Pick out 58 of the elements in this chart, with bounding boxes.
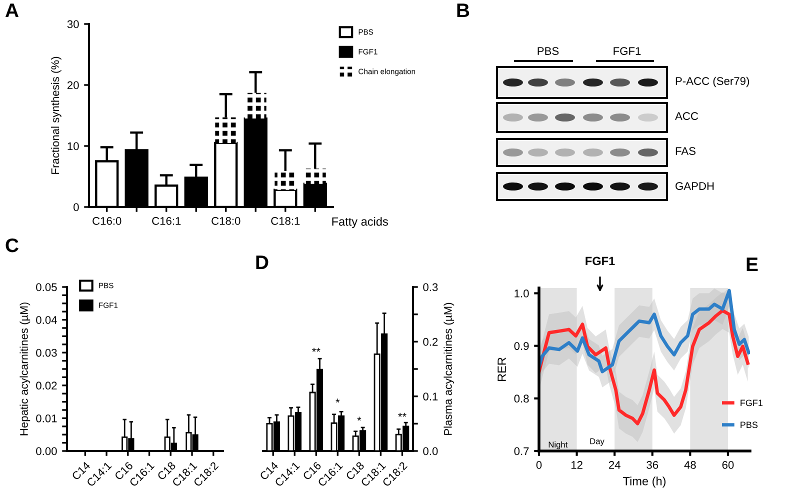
x-tick-label: 0 — [536, 461, 542, 469]
bar — [274, 171, 296, 190]
band-label: Night — [548, 441, 568, 450]
x-tick-label: 60 — [722, 461, 734, 469]
chart-title: D — [256, 256, 268, 270]
y2-tick-label: 0.2 — [423, 338, 438, 346]
y-tick-label: 0.9 — [514, 342, 529, 350]
y2-tick-label: 0.3 — [423, 283, 438, 292]
text: GAPDH — [676, 182, 714, 190]
annotation: * — [357, 416, 362, 421]
y-tick-label: 10 — [68, 142, 79, 150]
chart-title: E — [746, 258, 758, 272]
y-tick-label: 0.7 — [514, 447, 529, 456]
bar — [304, 168, 326, 184]
x-tick-label: C18:0 — [212, 217, 240, 225]
y-tick-label: 30 — [67, 20, 79, 28]
y-tick-label: 0 — [74, 203, 79, 212]
y-tick-label: 0.04 — [36, 316, 57, 324]
y-axis-title: Fractional synthesis (%) — [51, 56, 62, 174]
annotation: Day — [590, 438, 604, 446]
x-tick-label: 12 — [571, 461, 582, 469]
chart-title: A — [5, 4, 19, 18]
annotation: ** — [398, 412, 406, 417]
y-tick-label: 20 — [67, 81, 79, 90]
text: P-ACC (Ser79) — [676, 76, 750, 88]
y-axis-title: RER — [498, 358, 506, 381]
text: FGF1 — [614, 47, 641, 55]
x-tick-label: C16:0 — [92, 217, 122, 225]
legend-label: PBS — [740, 422, 758, 428]
y-tick-label: 0.02 — [36, 382, 57, 390]
x-tick-label: 48 — [684, 461, 696, 469]
bar — [244, 92, 266, 119]
y2-tick-label: 0.1 — [423, 392, 438, 400]
annotation: * — [336, 398, 340, 403]
text: FGF1 — [586, 256, 615, 266]
bar — [215, 117, 237, 143]
x-tick-label: 24 — [608, 461, 620, 469]
y-tick-label: 0.00 — [36, 447, 57, 456]
x-tick-label: C18:1 — [271, 217, 300, 225]
y-tick-label: 0.8 — [514, 394, 529, 403]
text: FAS — [676, 147, 696, 155]
text: ACC — [675, 112, 698, 120]
text: B — [457, 4, 470, 18]
y2-tick-label: 0.0 — [423, 447, 438, 456]
y-tick-label: 1.0 — [514, 290, 529, 298]
x-axis-title: Time (h) — [623, 476, 666, 488]
y-tick-label: 0.03 — [36, 348, 57, 357]
legend-label: FGF1 — [740, 400, 763, 406]
chart-title: C — [6, 238, 18, 252]
annotation: ** — [312, 348, 320, 352]
x-axis-title: Fatty acids — [332, 217, 388, 228]
y2-axis-title: Plasma acylcarnitines (µM) — [444, 302, 454, 435]
y-tick-label: 0.01 — [36, 414, 57, 422]
y-axis-title: Hepatic acylcarnitines (µM) — [20, 302, 30, 436]
text: PBS — [538, 47, 559, 55]
y-tick-label: 0.05 — [36, 283, 57, 292]
x-tick-label: 36 — [646, 461, 658, 469]
x-tick-label: C16:1 — [152, 217, 181, 225]
